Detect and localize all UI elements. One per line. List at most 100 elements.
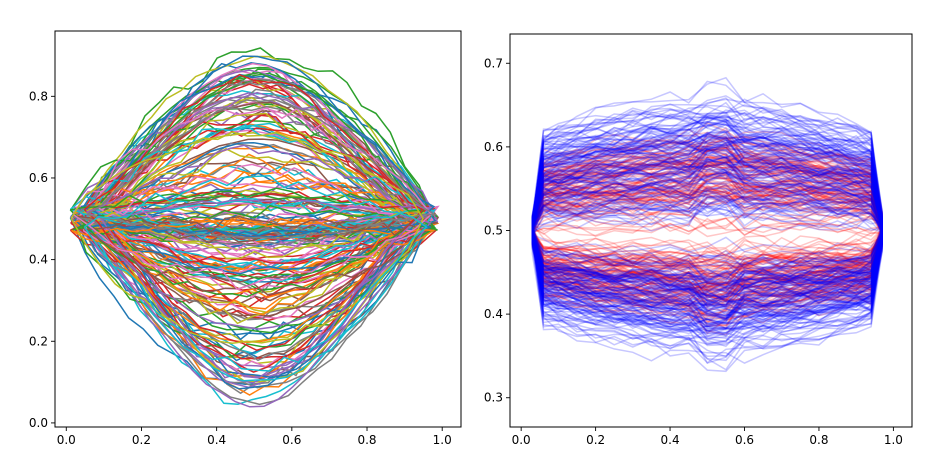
contour-line — [531, 157, 883, 274]
contour-line — [531, 155, 883, 278]
contour-line — [531, 145, 883, 306]
contour-line — [531, 144, 883, 289]
contour-line — [531, 217, 883, 268]
contour-line — [531, 122, 883, 320]
contour-line — [531, 167, 883, 292]
contour-line — [531, 159, 883, 307]
contour-line — [531, 145, 883, 316]
contour-line — [531, 157, 883, 286]
contour-line — [531, 133, 883, 306]
contour-line — [531, 191, 883, 272]
contour-line — [531, 179, 883, 275]
y-tick-label: 0.2 — [29, 334, 48, 348]
contour-line — [531, 151, 883, 319]
contour-line — [531, 160, 883, 317]
contour-line — [531, 149, 883, 284]
contour-line — [531, 173, 883, 309]
contour-line — [531, 145, 883, 297]
contour-line — [531, 129, 883, 326]
contour-line — [531, 152, 883, 330]
contour-line — [531, 118, 883, 317]
contour-line — [531, 189, 883, 283]
contour-line — [531, 156, 883, 328]
contour-line — [531, 182, 883, 297]
contour-line — [531, 190, 883, 302]
contour-line — [531, 173, 883, 301]
contour-line — [87, 199, 432, 330]
contour-line — [531, 135, 883, 341]
contour-line — [531, 148, 883, 311]
contour-line — [531, 121, 883, 345]
contour-line — [531, 155, 883, 328]
contour-line — [531, 157, 883, 325]
contour-line — [531, 178, 883, 307]
contour-line — [531, 175, 883, 257]
contour-line — [531, 155, 883, 328]
contour-line — [531, 135, 883, 294]
contour-line — [70, 131, 424, 344]
contour-line — [531, 175, 883, 263]
contour-line — [83, 175, 428, 372]
contour-line — [531, 116, 883, 338]
contour-line — [531, 179, 883, 257]
contour-line — [531, 162, 883, 293]
contour-line — [76, 91, 439, 247]
contour-line — [531, 101, 883, 373]
contour-line — [531, 154, 883, 327]
contour-line — [531, 155, 883, 309]
contour-line — [531, 196, 883, 293]
contour-line — [531, 200, 883, 286]
contour-line — [531, 187, 883, 298]
contour-line — [83, 73, 424, 373]
contour-line — [531, 161, 883, 294]
contour-line — [531, 127, 883, 327]
contour-line — [531, 155, 883, 337]
contour-line — [531, 110, 883, 318]
contour-line — [531, 113, 883, 371]
contour-line — [531, 195, 883, 287]
contour-line — [531, 176, 883, 287]
contour-line — [77, 127, 437, 360]
contour-line — [531, 143, 883, 336]
contour-line — [531, 170, 883, 287]
contour-line — [531, 142, 883, 300]
contour-line — [531, 132, 883, 335]
contour-line — [531, 146, 883, 303]
contour-line — [531, 131, 883, 301]
contour-line — [531, 130, 883, 314]
contour-line — [531, 144, 883, 303]
contour-line — [531, 98, 883, 326]
contour-line — [531, 80, 883, 346]
contour-line — [531, 146, 883, 347]
contour-line — [531, 157, 883, 285]
right-plot-curves — [531, 76, 883, 373]
contour-line — [531, 98, 883, 334]
contour-line — [531, 147, 883, 300]
contour-line — [531, 134, 883, 310]
contour-line — [531, 76, 883, 358]
right-plot: 0.0 0.2 0.4 0.6 0.8 1.0 0.3 0.4 0.5 0.6 0.7 — [484, 33, 913, 447]
contour-line — [531, 217, 883, 268]
contour-line — [531, 200, 883, 282]
contour-line — [531, 189, 883, 271]
contour-line — [531, 121, 883, 348]
contour-line — [531, 186, 883, 250]
contour-line — [531, 217, 883, 265]
contour-line — [531, 164, 883, 305]
left-plot-x-axis: 0.0 0.2 0.4 0.6 0.8 1.0 — [57, 427, 452, 447]
contour-line — [531, 171, 883, 307]
x-tick-label: 0.0 — [57, 433, 76, 447]
contour-line — [531, 137, 883, 337]
contour-line — [531, 156, 883, 324]
x-tick-label: 0.6 — [735, 433, 754, 447]
x-tick-label: 0.0 — [512, 433, 531, 447]
contour-line — [531, 191, 883, 270]
y-tick-label: 0.4 — [29, 253, 48, 267]
contour-line — [531, 164, 883, 302]
y-tick-label: 0.6 — [484, 140, 503, 154]
contour-line — [531, 164, 883, 303]
contour-line — [531, 128, 883, 302]
contour-line — [531, 179, 883, 278]
contour-line — [531, 197, 883, 312]
contour-line — [71, 217, 436, 299]
